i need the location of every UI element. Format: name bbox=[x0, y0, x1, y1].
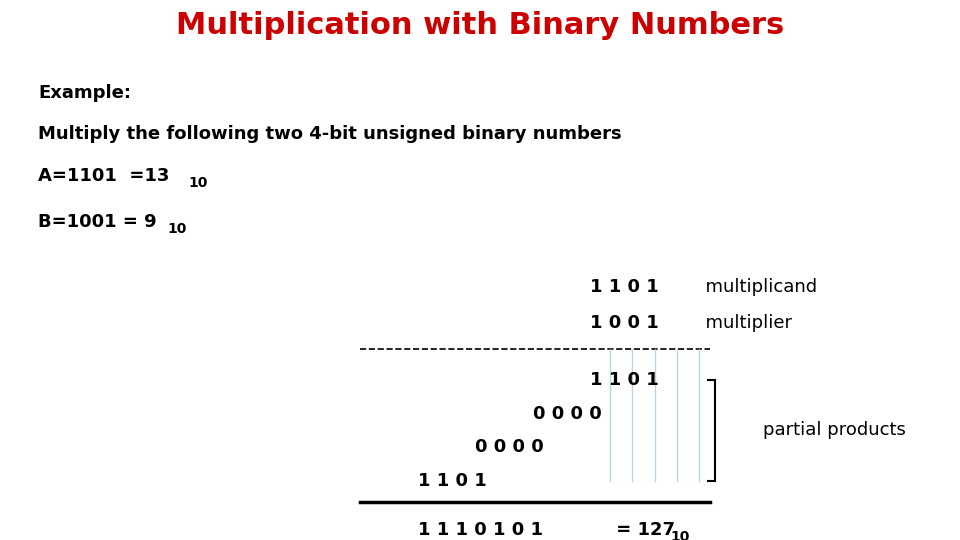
Text: 1 0 0 1: 1 0 0 1 bbox=[590, 314, 660, 332]
Text: Multiply the following two 4-bit unsigned binary numbers: Multiply the following two 4-bit unsigne… bbox=[38, 125, 622, 144]
Text: Example:: Example: bbox=[38, 84, 132, 102]
Text: 10: 10 bbox=[188, 176, 207, 190]
Text: Multiplication with Binary Numbers: Multiplication with Binary Numbers bbox=[176, 11, 784, 40]
Text: 1 1 0 1: 1 1 0 1 bbox=[590, 278, 660, 296]
Text: A=1101  =13: A=1101 =13 bbox=[38, 167, 170, 185]
Text: 0 0 0 0: 0 0 0 0 bbox=[475, 438, 544, 456]
Text: 10: 10 bbox=[167, 222, 186, 236]
Text: = 127: = 127 bbox=[610, 521, 675, 539]
Text: 10: 10 bbox=[670, 530, 689, 540]
Text: 0 0 0 0: 0 0 0 0 bbox=[533, 405, 602, 423]
Text: B=1001 = 9: B=1001 = 9 bbox=[38, 213, 157, 232]
Text: 1 1 0 1: 1 1 0 1 bbox=[418, 472, 487, 490]
Text: multiplicand: multiplicand bbox=[694, 278, 817, 296]
Text: multiplier: multiplier bbox=[694, 314, 792, 332]
Text: 1 1 1 0 1 0 1: 1 1 1 0 1 0 1 bbox=[418, 521, 542, 539]
Text: partial products: partial products bbox=[763, 421, 906, 440]
Text: 1 1 0 1: 1 1 0 1 bbox=[590, 371, 660, 389]
